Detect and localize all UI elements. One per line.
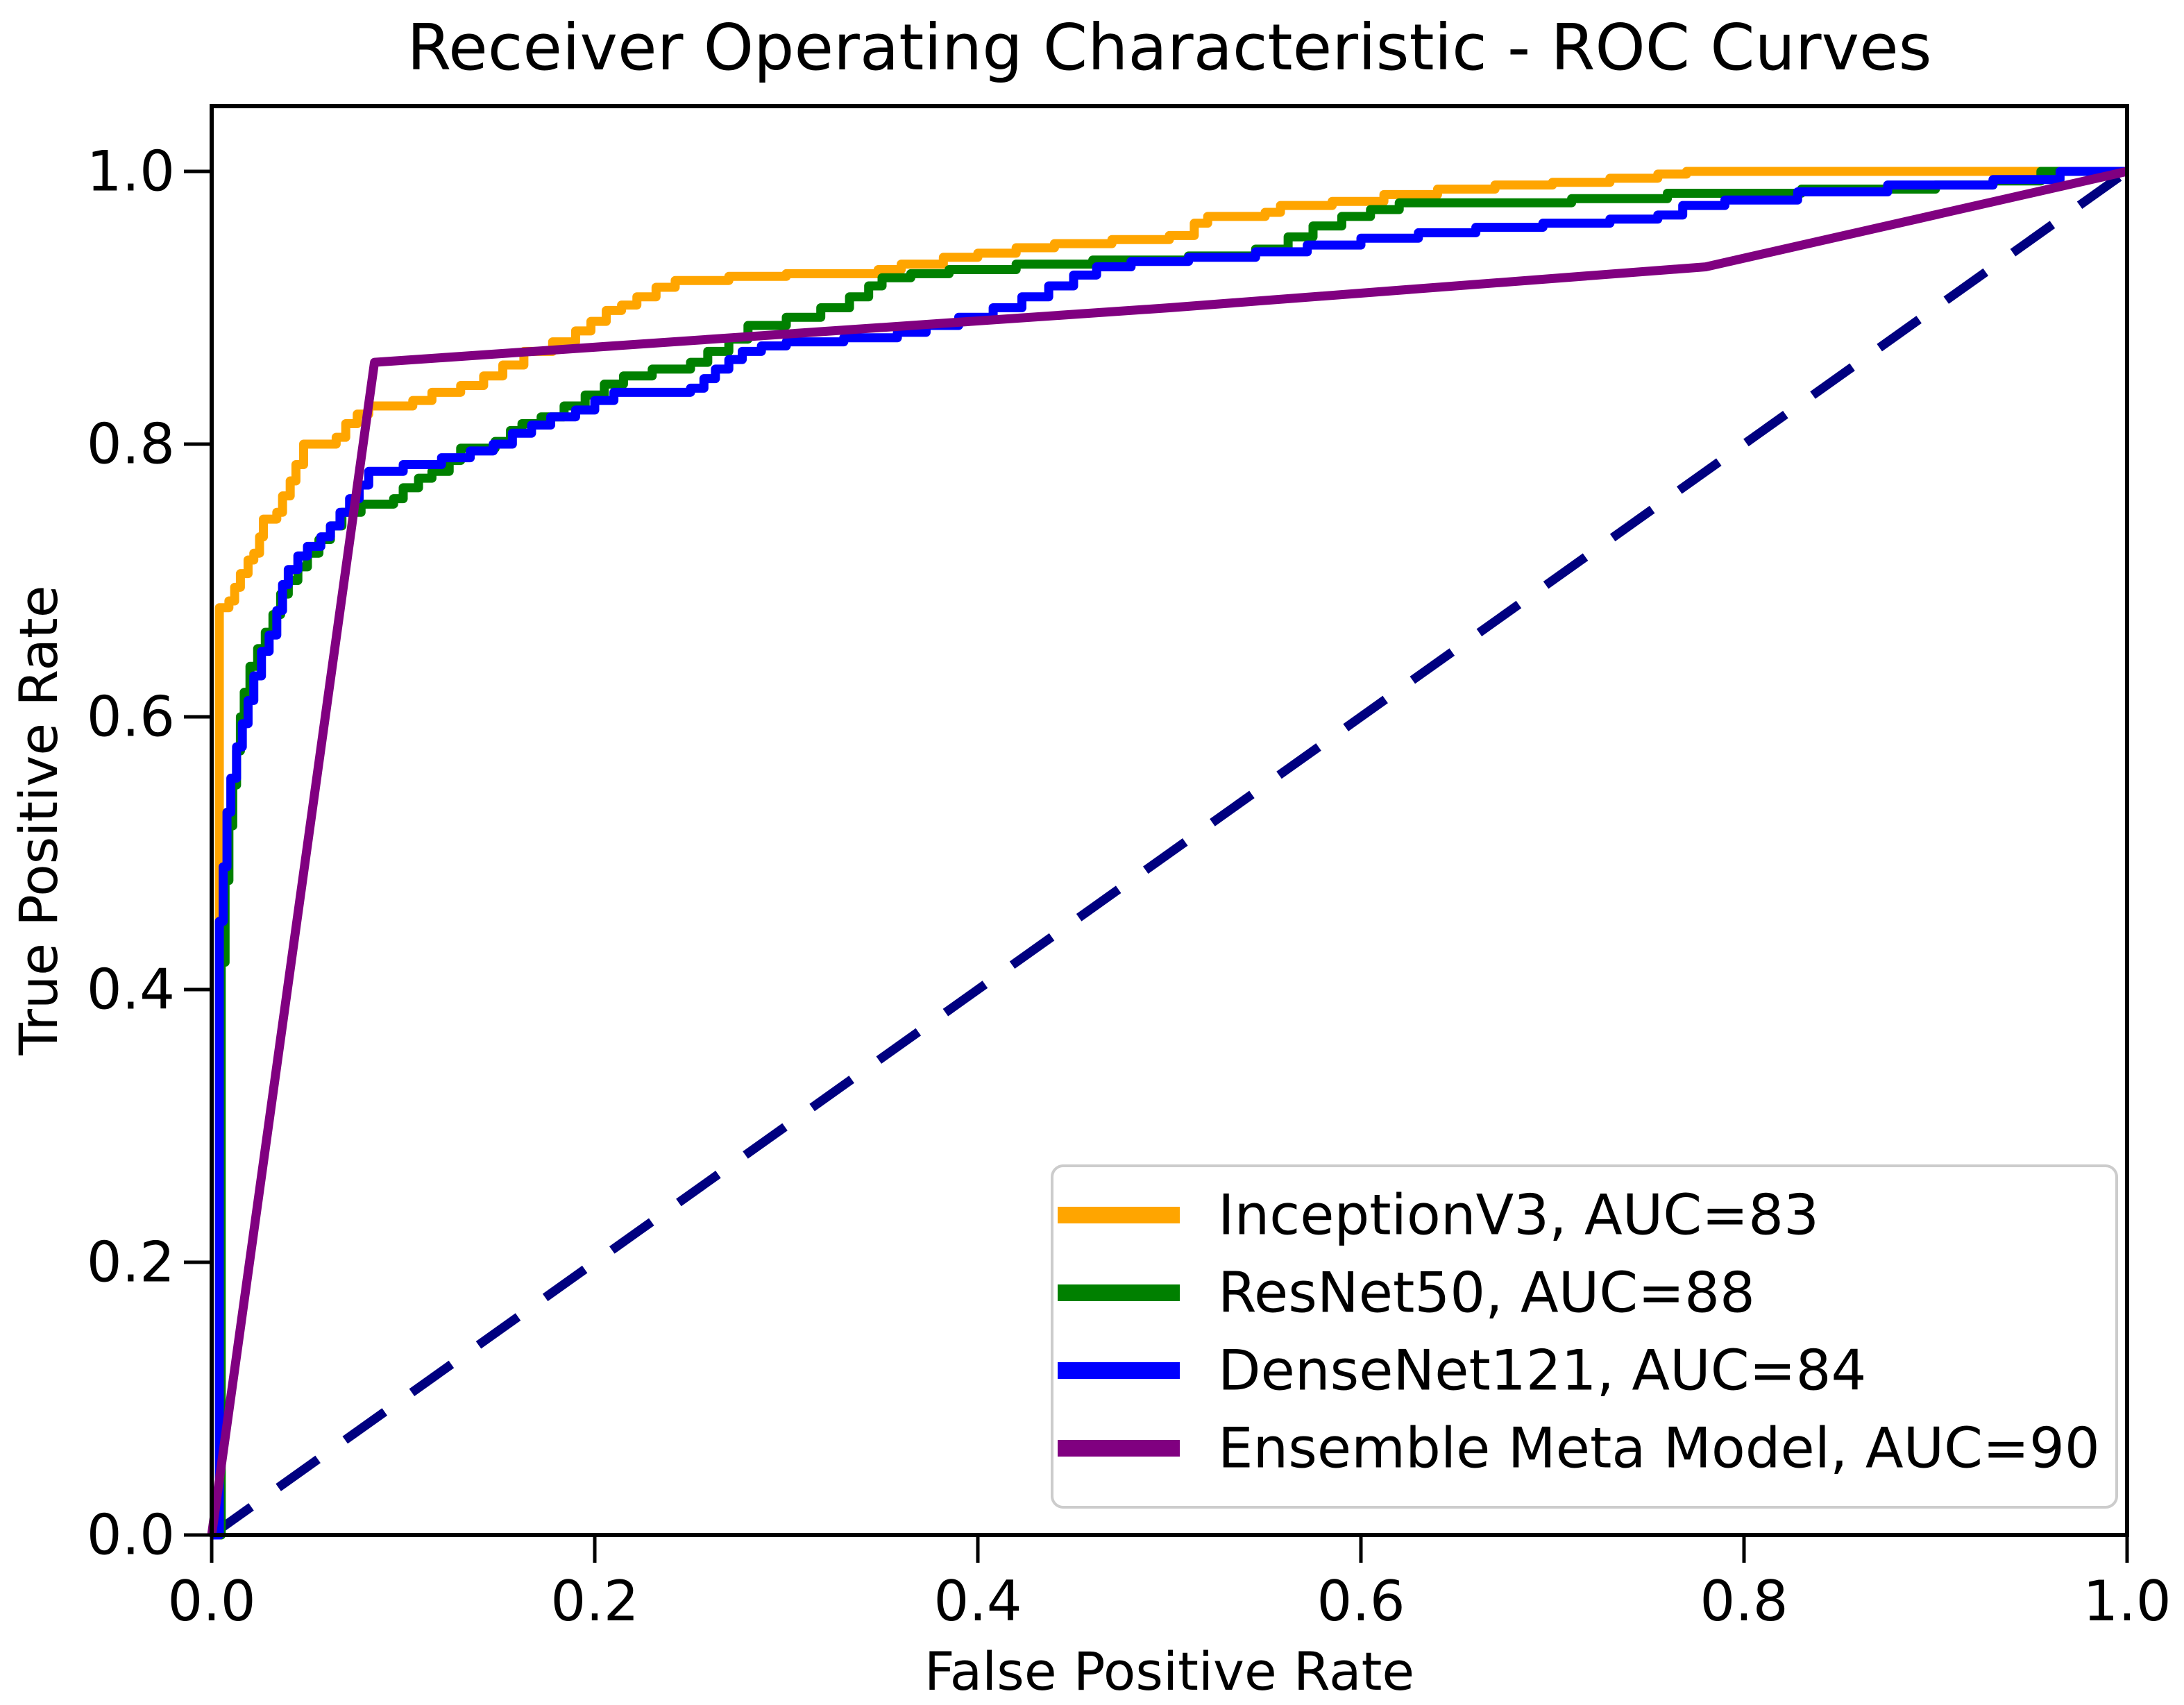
plot-frame [210,104,2129,1537]
legend-label: Ensemble Meta Model, AUC=90 [1218,1416,2100,1481]
legend-item: InceptionV3, AUC=83 [1058,1183,1819,1248]
legend-label: InceptionV3, AUC=83 [1218,1183,1819,1248]
roc-curve-ensemble-meta-model [207,167,2128,1536]
x-tick-label: 0.0 [167,1569,255,1634]
x-tick-label: 0.6 [1317,1569,1405,1634]
y-tick-label: 0.8 [87,412,175,477]
curves-layer [207,167,2130,1540]
y-tick-label: 1.0 [87,139,175,204]
x-axis-label: False Positive Rate [924,1640,1414,1702]
chart-title: Receiver Operating Characteristic - ROC … [407,10,1931,85]
x-tick-label: 1.0 [2083,1569,2171,1634]
chance-diagonal-line [209,167,2130,1539]
legend-item: DenseNet121, AUC=84 [1058,1339,1866,1403]
x-tick-label: 0.2 [550,1569,638,1634]
roc-curve-densenet121 [212,167,2127,1540]
legend-box [1051,1164,2118,1509]
x-tick-label: 0.8 [1700,1569,1788,1634]
legend-item: ResNet50, AUC=88 [1058,1261,1755,1325]
y-axis-label: True Positive Rate [8,586,69,1056]
y-tick-label: 0.4 [87,958,175,1022]
y-tick-label: 0.0 [87,1503,175,1568]
roc-curve-inceptionv3 [212,167,2127,1540]
y-tick-label: 0.2 [87,1230,175,1295]
legend-label: ResNet50, AUC=88 [1218,1261,1755,1325]
legend-label: DenseNet121, AUC=84 [1218,1339,1866,1403]
x-tick-label: 0.4 [933,1569,1022,1634]
y-axis-ticks: 0.0 0.2 0.4 0.6 0.8 1.0 [87,139,210,1568]
y-tick-label: 0.6 [87,685,175,749]
legend-item: Ensemble Meta Model, AUC=90 [1058,1416,2100,1481]
x-axis-ticks: 0.0 0.2 0.4 0.6 0.8 1.0 [167,1536,2172,1634]
legend: InceptionV3, AUC=83 ResNet50, AUC=88 Dense… [1051,1164,2118,1509]
